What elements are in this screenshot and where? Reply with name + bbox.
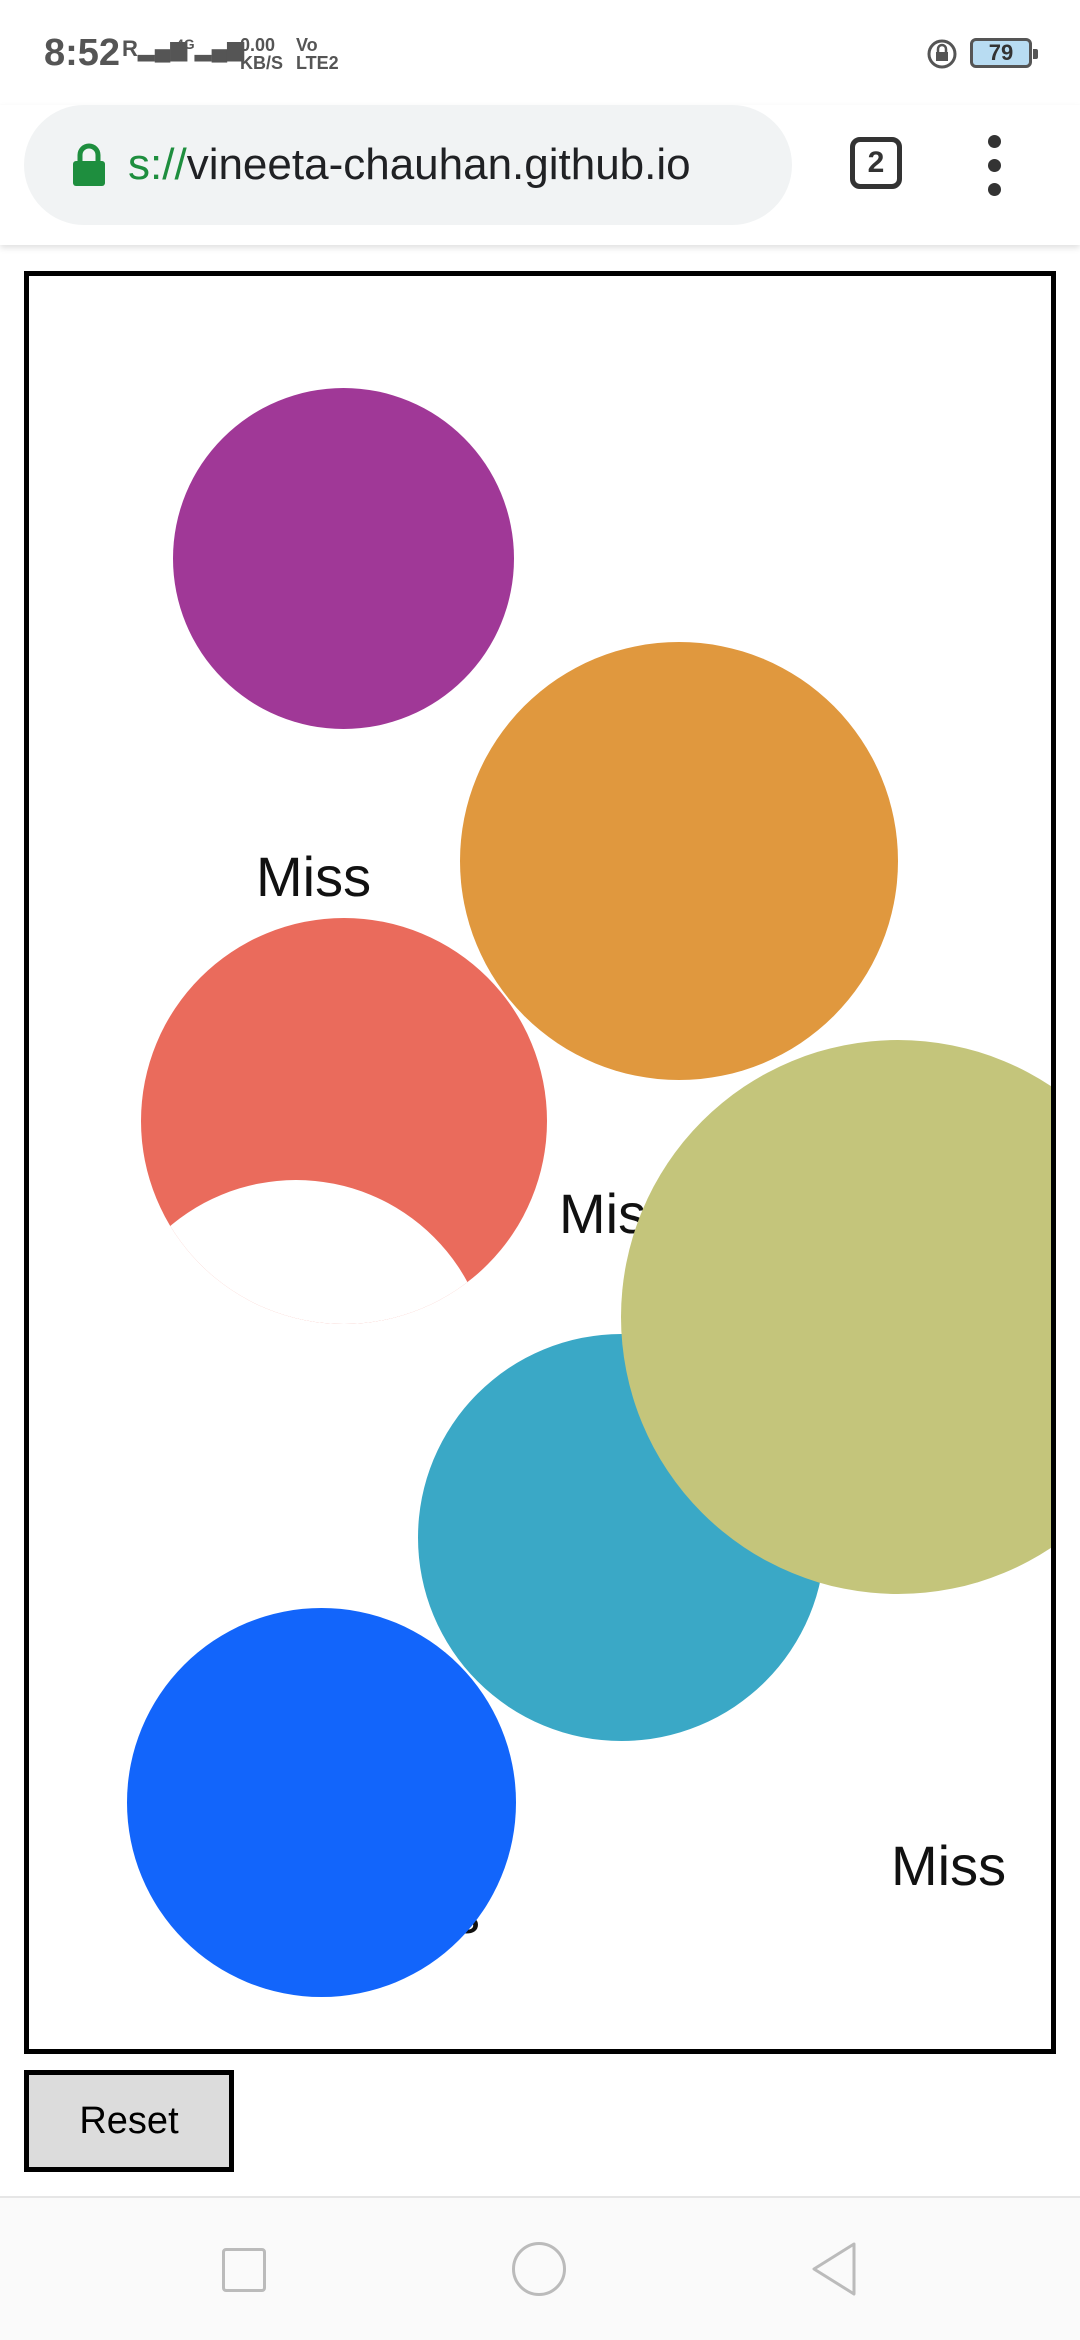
target-circle-orange[interactable]	[460, 642, 898, 1080]
circle-bite	[418, 1334, 470, 1464]
volte-top: Vo	[296, 35, 318, 55]
browser-toolbar: s://vineeta-chauhan.github.io 2	[0, 105, 1080, 245]
back-button[interactable]	[808, 2240, 860, 2298]
network-type-label: 4G	[176, 36, 195, 52]
menu-dot-icon	[988, 183, 1001, 196]
status-time: 8:52	[44, 32, 121, 74]
volte-bottom: LTE2	[296, 53, 339, 73]
game-canvas[interactable]: Miss Mis ss Miss	[24, 271, 1056, 2054]
circle-bite	[141, 1180, 491, 1324]
menu-dot-icon	[988, 135, 1001, 148]
tab-switcher-button[interactable]: 2	[850, 137, 902, 189]
recent-apps-button[interactable]	[222, 2248, 266, 2292]
signal-roaming-label: R	[122, 36, 138, 61]
reset-button[interactable]: Reset	[24, 2070, 234, 2172]
system-nav-bar	[0, 2196, 1080, 2340]
battery-icon: 79	[970, 38, 1038, 68]
signal-icon: R▂▄▆	[122, 36, 188, 61]
miss-label: Miss	[256, 845, 372, 908]
overflow-menu-button[interactable]	[980, 133, 1010, 199]
miss-label: Mis	[559, 1182, 647, 1245]
signal-4g-icon: 4G▂▄▆	[176, 36, 245, 61]
status-bar: 8:52 R▂▄▆ 4G▂▄▆ 0.00 KB/S Vo LTE2 79	[0, 0, 1080, 105]
url-text[interactable]: s://vineeta-chauhan.github.io	[128, 140, 691, 190]
miss-label: Miss	[891, 1834, 1007, 1897]
home-button[interactable]	[512, 2242, 566, 2296]
menu-dot-icon	[988, 159, 1001, 172]
target-circle-red[interactable]	[141, 918, 547, 1324]
volte-icon: Vo LTE2	[296, 36, 339, 72]
rotation-lock-icon	[927, 39, 957, 69]
network-speed: 0.00 KB/S	[240, 36, 283, 72]
target-circle-purple[interactable]	[173, 388, 514, 729]
network-speed-unit: KB/S	[240, 53, 284, 73]
address-bar[interactable]: s://vineeta-chauhan.github.io	[24, 105, 792, 225]
target-circle-blue[interactable]	[127, 1608, 516, 1997]
secure-lock-icon	[73, 143, 105, 186]
url-scheme: s://	[128, 140, 187, 189]
target-circle-olive[interactable]	[621, 1040, 1051, 1594]
network-speed-value: 0.00	[240, 35, 276, 55]
url-host: vineeta-chauhan.github.io	[186, 140, 691, 189]
